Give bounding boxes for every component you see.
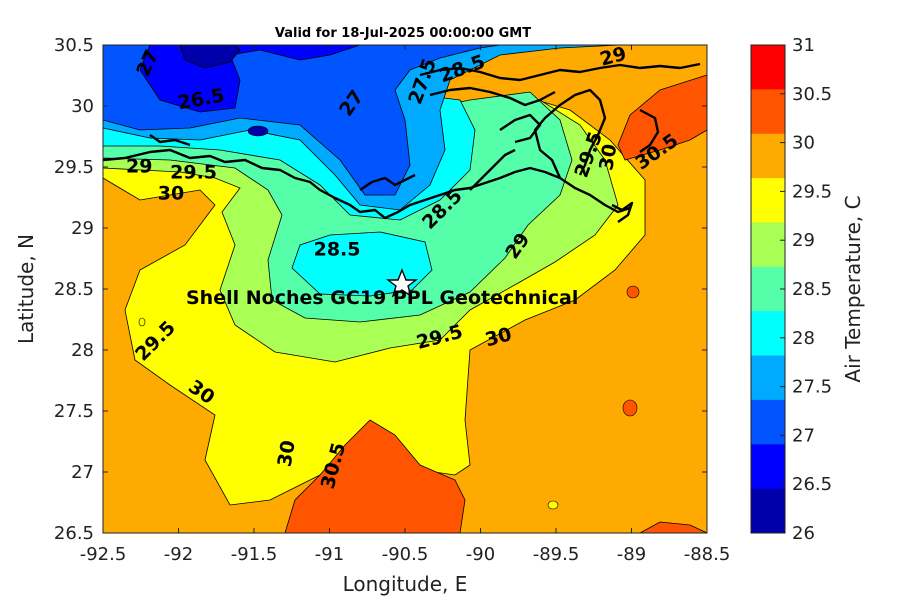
colorbar-tick-label: 26 — [792, 523, 815, 544]
y-tick-label: 30.5 — [54, 35, 94, 56]
y-axis-label: Latitude, N — [14, 234, 38, 344]
colorbar-tick-label: 28 — [792, 328, 815, 349]
band-30.5-31-spot-a — [622, 399, 638, 417]
colorbar-tick-label: 29 — [792, 230, 815, 251]
colorbar-tick-label: 31 — [792, 35, 815, 56]
band-30.5-31-corner — [639, 521, 707, 533]
colorbar-tick-label: 30.5 — [792, 84, 832, 105]
band-29.5-spot-west — [138, 317, 146, 327]
colorbar-label: Air Temperature, C — [841, 195, 865, 382]
x-tick-label: -89.5 — [533, 544, 580, 565]
contour-label-cl-29b: 29 — [126, 156, 152, 178]
coastline — [103, 62, 701, 223]
colorbar-tick-label: 27 — [792, 425, 815, 446]
colorbar-segment — [751, 488, 785, 534]
y-tick-label: 28.5 — [54, 279, 94, 300]
colorbar-segment — [751, 45, 785, 90]
x-axis-label: Longitude, E — [343, 572, 468, 596]
colorbar-segment — [751, 399, 785, 445]
x-tick-label: -92 — [164, 544, 193, 565]
band-30.5-31-spot-b — [626, 285, 640, 299]
x-tick-label: -92.5 — [80, 544, 127, 565]
colorbar-tick-label: 26.5 — [792, 474, 832, 495]
colorbar-segment — [751, 178, 785, 223]
colorbar-tick-label: 30 — [792, 133, 815, 154]
site-star-marker — [385, 268, 419, 298]
x-tick-label: -89 — [617, 544, 646, 565]
contour-label-cl-30e: 30 — [274, 439, 300, 469]
band-30.5-31-south — [284, 419, 466, 533]
map-title: Valid for 18-Jul-2025 00:00:00 GMT — [275, 26, 531, 41]
band-26-26.5-spot — [247, 125, 269, 137]
contour-label-cl-30b: 30 — [595, 142, 621, 172]
contour-label-cl-285c: 28.5 — [314, 238, 361, 260]
x-tick-label: -91 — [315, 544, 344, 565]
y-tick-label: 28 — [71, 340, 94, 361]
colorbar-segment — [751, 266, 785, 312]
band-26-26.5 — [179, 45, 241, 69]
colorbar-segment — [751, 222, 785, 268]
x-tick-label: -90 — [466, 544, 495, 565]
y-tick-label: 30 — [71, 96, 94, 117]
y-tick-label: 26.5 — [54, 523, 94, 544]
y-tick-label: 27.5 — [54, 401, 94, 422]
colorbar-segment — [751, 355, 785, 401]
colorbar-segment — [751, 133, 785, 179]
band-29.5-spot — [547, 500, 559, 510]
y-tick-label: 29 — [71, 218, 94, 239]
colorbar-segment — [751, 89, 785, 135]
colorbar-segment — [751, 311, 785, 357]
colorbar-tick-label: 29.5 — [792, 181, 832, 202]
site-annotation: Shell Noches GC19 PPL Geotechnical — [186, 287, 578, 309]
colorbar-tick-label: 27.5 — [792, 377, 832, 398]
x-tick-label: -88.5 — [684, 544, 731, 565]
band-30.5-31-east — [617, 74, 707, 161]
colorbar-tick-label: 28.5 — [792, 279, 832, 300]
colorbar-segment — [751, 444, 785, 490]
contour-label-cl-30a: 30 — [158, 182, 184, 204]
y-tick-label: 29.5 — [54, 157, 94, 178]
x-tick-label: -90.5 — [382, 544, 429, 565]
colorbar: 31 30.5 30 29.5 29 28.5 28 27.5 27 26.5 26 — [750, 35, 832, 544]
x-axis-ticks: -92.5 -92 -91.5 -91 -90.5 -90 -89.5 -89 -88.5 — [80, 45, 731, 565]
contour-label-cl-295a: 29.5 — [170, 162, 217, 184]
x-tick-label: -91.5 — [231, 544, 278, 565]
y-tick-label: 27 — [71, 462, 94, 483]
